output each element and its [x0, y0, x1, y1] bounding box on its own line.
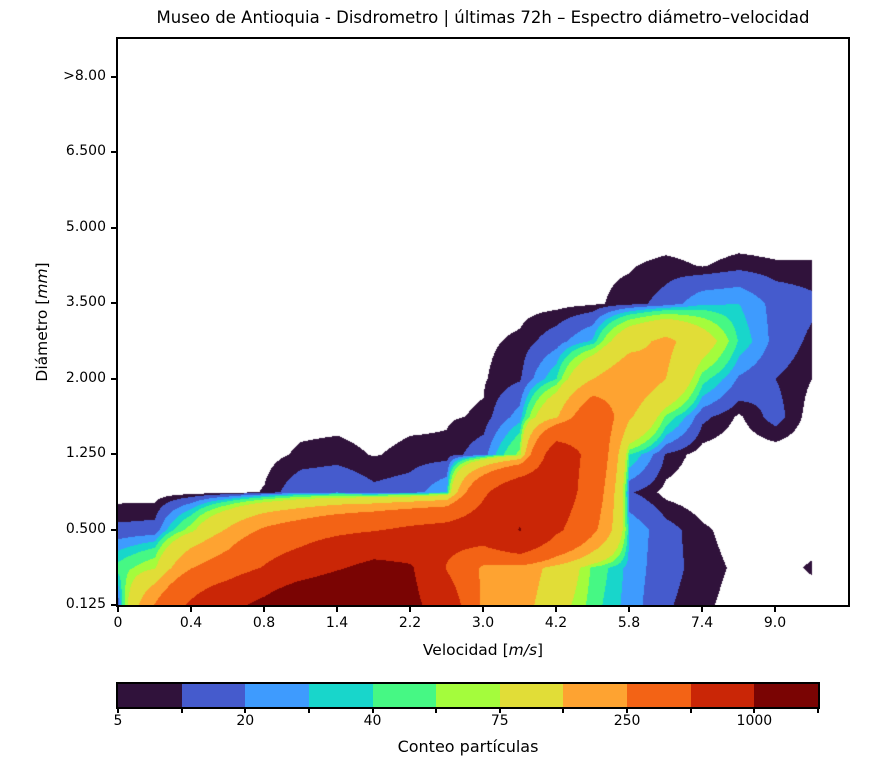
- x-tick: [774, 605, 776, 612]
- plot-area: [116, 37, 850, 607]
- colorbar-tick: [244, 707, 247, 713]
- y-tick-label: 0.125: [65, 596, 106, 612]
- colorbar-title: Conteo partículas: [397, 737, 539, 756]
- colorbar-segment: [436, 684, 500, 707]
- colorbar-tick-label: 75: [490, 713, 509, 729]
- colorbar-tick-label: 5: [113, 713, 123, 729]
- colorbar-tick: [626, 707, 629, 713]
- x-tick-label: 5.8: [617, 615, 641, 631]
- y-tick: [111, 453, 118, 456]
- colorbar: [116, 682, 820, 709]
- x-tick: [336, 605, 338, 612]
- x-axis-label: Velocidad [m/s]: [118, 641, 848, 659]
- colorbar-tick: [180, 707, 183, 713]
- colorbar-segment: [118, 684, 182, 707]
- y-tick-label: 6.500: [65, 143, 106, 160]
- y-tick: [111, 226, 118, 229]
- colorbar-tick: [817, 707, 819, 713]
- colorbar-tick-label: 20: [236, 713, 255, 729]
- x-tick-label: 0.4: [179, 615, 203, 631]
- y-tick-label: 2.000: [65, 369, 106, 386]
- colorbar-tick: [498, 707, 501, 713]
- colorbar-segment: [499, 684, 564, 707]
- x-tick-label: 1.4: [325, 615, 349, 631]
- x-tick-label: 0: [113, 615, 123, 631]
- colorbar-tick: [689, 707, 692, 713]
- x-tick-label: 3.0: [471, 615, 495, 631]
- colorbar-segment: [245, 684, 309, 707]
- colorbar-tick-label: 250: [613, 713, 641, 729]
- x-tick: [482, 605, 484, 612]
- colorbar-tick: [307, 707, 310, 713]
- y-tick: [111, 151, 118, 154]
- colorbar-tick: [435, 707, 438, 713]
- colorbar-tick: [562, 707, 565, 713]
- colorbar-segment: [563, 684, 628, 707]
- x-tick: [628, 605, 630, 612]
- x-tick: [409, 605, 411, 612]
- colorbar-segment: [754, 684, 819, 707]
- x-tick: [701, 605, 703, 612]
- x-tick-label: 2.2: [398, 615, 422, 631]
- colorbar-segment: [181, 684, 246, 707]
- colorbar-tick: [371, 707, 374, 713]
- x-tick: [117, 605, 119, 612]
- y-tick-label: 0.500: [65, 520, 106, 537]
- y-tick: [111, 302, 118, 305]
- x-axis-label-suffix: ]: [537, 641, 544, 659]
- y-tick: [111, 604, 118, 606]
- y-tick-label: 3.500: [65, 294, 106, 311]
- y-axis-label-suffix: ]: [33, 262, 51, 269]
- x-tick-label: 7.4: [690, 615, 714, 631]
- y-tick-label: 1.250: [65, 445, 106, 462]
- x-tick-label: 4.2: [544, 615, 568, 631]
- x-tick-label: 0.8: [252, 615, 276, 631]
- colorbar-tick-label: 40: [363, 713, 382, 729]
- x-tick: [190, 605, 192, 612]
- x-tick-label: 9.0: [763, 615, 787, 631]
- colorbar-tick-label: 1000: [736, 713, 773, 729]
- y-tick-label: 5.000: [65, 218, 106, 235]
- x-axis-label-text: Velocidad [: [422, 641, 509, 659]
- colorbar-tick: [117, 707, 119, 713]
- y-tick: [111, 528, 118, 531]
- colorbar-segment: [690, 684, 755, 707]
- x-tick: [263, 605, 265, 612]
- x-tick: [555, 605, 557, 612]
- y-axis-label: Diámetro [mm]: [33, 222, 51, 422]
- y-tick: [111, 75, 118, 78]
- y-tick-label: >8.00: [63, 67, 106, 84]
- x-axis-label-math: m/s: [508, 641, 538, 659]
- chart-title: Museo de Antioquia - Disdrometro | últim…: [156, 8, 810, 27]
- y-tick: [111, 377, 118, 380]
- colorbar-segment: [627, 684, 691, 707]
- colorbar-segment: [372, 684, 437, 707]
- contour-plot-canvas: [118, 39, 848, 605]
- colorbar-tick: [753, 707, 756, 713]
- colorbar-segment: [308, 684, 373, 707]
